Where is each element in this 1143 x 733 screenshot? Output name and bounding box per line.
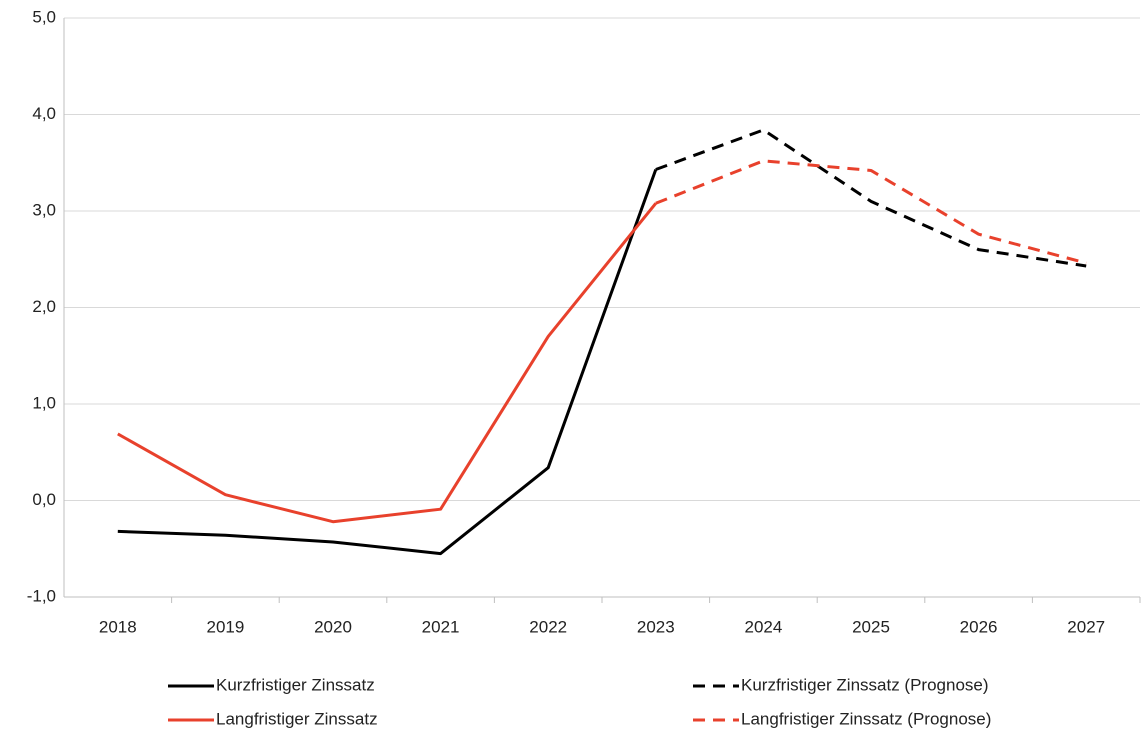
y-tick-label: 2,0 xyxy=(32,297,56,316)
x-tick-label: 2020 xyxy=(314,617,352,636)
x-tick-label: 2025 xyxy=(852,617,890,636)
x-tick-label: 2024 xyxy=(744,617,782,636)
y-tick-label: 5,0 xyxy=(32,7,56,26)
legend-label: Kurzfristiger Zinssatz (Prognose) xyxy=(741,675,989,694)
x-tick-label: 2026 xyxy=(960,617,998,636)
x-tick-label: 2019 xyxy=(206,617,244,636)
y-tick-label: -1,0 xyxy=(27,586,56,605)
y-tick-label: 0,0 xyxy=(32,490,56,509)
series-line xyxy=(117,202,657,524)
legend-label: Kurzfristiger Zinssatz xyxy=(216,675,375,694)
series-line xyxy=(655,128,1087,268)
y-tick-label: 4,0 xyxy=(32,104,56,123)
legend-label: Langfristiger Zinssatz (Prognose) xyxy=(741,709,991,728)
series-line xyxy=(655,159,1087,265)
y-tick-label: 1,0 xyxy=(32,393,56,412)
x-tick-label: 2021 xyxy=(422,617,460,636)
legend-label: Langfristiger Zinssatz xyxy=(216,709,378,728)
x-tick-label: 2023 xyxy=(637,617,675,636)
x-tick-label: 2027 xyxy=(1067,617,1105,636)
series-line xyxy=(117,168,658,556)
y-tick-label: 3,0 xyxy=(32,200,56,219)
x-tick-label: 2018 xyxy=(99,617,137,636)
x-tick-label: 2022 xyxy=(529,617,567,636)
